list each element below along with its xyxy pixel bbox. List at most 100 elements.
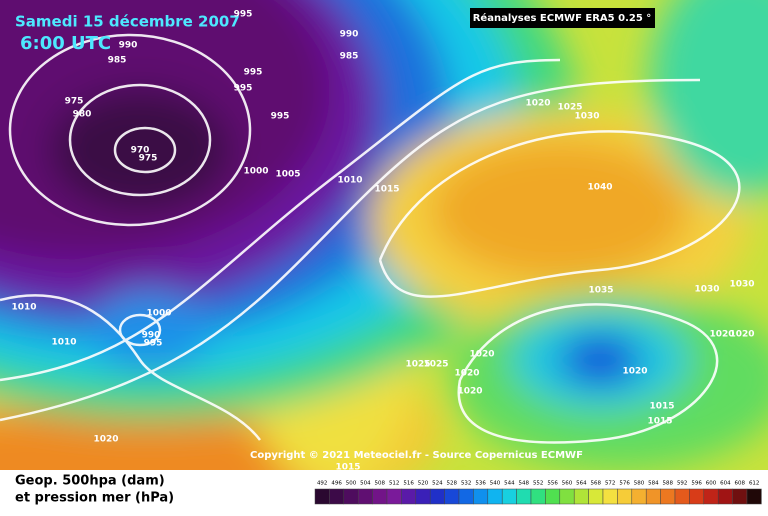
isobar-label: 995: [234, 10, 253, 20]
scale-label: 512: [389, 481, 400, 487]
scale-label: 560: [562, 481, 573, 487]
isobar-label: 1015: [647, 417, 672, 427]
date: Samedi 15 décembre 2007: [15, 13, 240, 31]
scale-label: 580: [634, 481, 645, 487]
scale-swatch: [645, 488, 661, 505]
scale-swatch: [674, 488, 690, 505]
scale-swatch: [386, 488, 402, 505]
isobar-label: 990: [142, 331, 161, 341]
scale-swatch: [689, 488, 705, 505]
time: 6:00 UTC: [20, 33, 111, 54]
isobar-label: 1020: [454, 369, 479, 379]
scale-swatch: [458, 488, 474, 505]
scale-label: 508: [375, 481, 386, 487]
scale-label: 540: [490, 481, 501, 487]
isobar-label: 995: [244, 68, 263, 78]
scale-label: 556: [547, 481, 558, 487]
scale-swatch: [473, 488, 489, 505]
scale-label: 504: [360, 481, 371, 487]
isobar-label: 1020: [729, 330, 754, 340]
scale-label: 536: [475, 481, 486, 487]
isobar-label: 1015: [649, 402, 674, 412]
isobar-label: 1020: [525, 99, 550, 109]
scale-swatch: [631, 488, 647, 505]
scale-swatch: [703, 488, 719, 505]
scale-label: 492: [317, 481, 328, 487]
isobar-label: 970: [131, 146, 150, 156]
legend-title: Geop. 500hpa (dam): [15, 474, 165, 489]
isobar-label: 995: [234, 84, 253, 94]
isobar-label: 985: [340, 52, 359, 62]
isobar-label: 1040: [587, 183, 612, 193]
scale-swatch: [559, 488, 575, 505]
scale-label: 496: [331, 481, 342, 487]
scale-swatch: [372, 488, 388, 505]
scale-swatch: [415, 488, 431, 505]
legend-subtitle: et pression mer (hPa): [15, 491, 174, 506]
scale-swatch: [573, 488, 589, 505]
scale-swatch: [588, 488, 604, 505]
scale-label: 604: [720, 481, 731, 487]
scale-label: 528: [447, 481, 458, 487]
scale-label: 600: [706, 481, 717, 487]
isobar-label: 1015: [335, 463, 360, 473]
isobar-label: 1025: [405, 360, 430, 370]
isobar-label: 1035: [588, 286, 613, 296]
scale-label: 516: [403, 481, 414, 487]
isobar-label: 1010: [337, 176, 362, 186]
isobar-label: 1000: [146, 309, 171, 319]
scale-swatch: [314, 488, 330, 505]
isobar-label: 1030: [729, 280, 754, 290]
isobar-label: 1025: [423, 360, 448, 370]
scale-swatch: [444, 488, 460, 505]
isobar-label: 1000: [243, 167, 268, 177]
isobar-label: 975: [139, 154, 158, 164]
isobar-label: 990: [119, 41, 138, 51]
scale-swatch: [717, 488, 733, 505]
isobar-label: 1010: [11, 303, 36, 313]
scale-label: 596: [691, 481, 702, 487]
scale-swatch: [732, 488, 748, 505]
source-box: [470, 8, 655, 28]
scale-label: 572: [605, 481, 616, 487]
scale-swatch: [357, 488, 373, 505]
scale-swatch: [401, 488, 417, 505]
copyright: Copyright © 2021 Meteociel.fr - Source C…: [250, 450, 583, 461]
scale-label: 548: [519, 481, 530, 487]
isobar-label: 1020: [93, 435, 118, 445]
isobar-label: 980: [73, 110, 92, 120]
scale-swatch: [343, 488, 359, 505]
isobar-label: 1005: [275, 170, 300, 180]
isobar-label: 985: [108, 56, 127, 66]
isobar-label: 990: [340, 30, 359, 40]
scale-label: 544: [504, 481, 515, 487]
isobar-label: 1015: [374, 185, 399, 195]
scale-swatch: [487, 488, 503, 505]
scale-label: 500: [346, 481, 357, 487]
scale-label: 592: [677, 481, 688, 487]
scale-swatch: [501, 488, 517, 505]
isobar-label: 995: [144, 339, 163, 349]
source: Réanalyses ECMWF ERA5 0.25 °: [473, 12, 652, 24]
isobar-label: 975: [65, 97, 84, 107]
scale-swatch: [660, 488, 676, 505]
scale-swatch: [516, 488, 532, 505]
scale-swatch: [602, 488, 618, 505]
isobar-label: 1030: [574, 112, 599, 122]
scale-swatch: [530, 488, 546, 505]
isobar-label: 1030: [694, 285, 719, 295]
scale-label: 612: [749, 481, 760, 487]
scale-label: 564: [576, 481, 587, 487]
scale-label: 584: [648, 481, 659, 487]
scale-swatch: [746, 488, 762, 505]
isobar-label: 1020: [709, 330, 734, 340]
scale-swatch: [329, 488, 345, 505]
isobar-label: 995: [271, 112, 290, 122]
isobar-label: 1020: [457, 387, 482, 397]
isobar-label: 1010: [51, 338, 76, 348]
scale-label: 608: [735, 481, 746, 487]
scale-label: 568: [591, 481, 602, 487]
